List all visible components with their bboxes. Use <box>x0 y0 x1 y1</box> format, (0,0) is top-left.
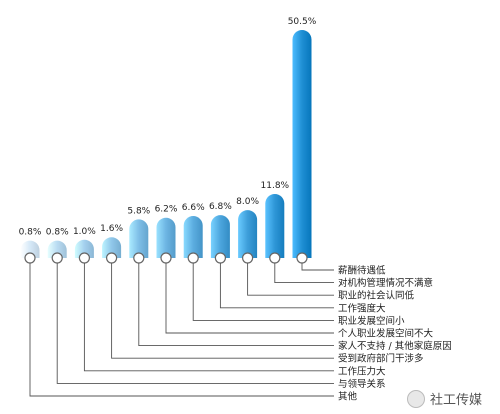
bar-group: 8.0% 职业的社会认同低 <box>236 197 414 302</box>
connector-line <box>247 263 334 296</box>
bar <box>183 216 203 258</box>
bar-end-marker <box>51 252 63 264</box>
bar <box>156 217 176 258</box>
connector-line <box>192 263 334 321</box>
bar-end-marker <box>133 252 145 264</box>
bar <box>102 237 122 258</box>
bar-group: 0.8% 与领导关系 <box>46 228 386 390</box>
bar <box>20 240 40 258</box>
value-label: 5.8% <box>127 206 150 216</box>
bar-group: 6.8% 工作强度大 <box>209 202 386 314</box>
category-label: 职业的社会认同低 <box>338 290 415 302</box>
bar-end-marker <box>187 252 199 264</box>
category-label: 个人职业发展空间不大 <box>338 328 434 340</box>
bar-end-marker <box>296 252 308 264</box>
connector-line <box>29 263 334 397</box>
connector-line <box>165 263 334 334</box>
category-label: 工作压力大 <box>338 365 386 377</box>
bar <box>47 240 67 258</box>
value-label: 0.8% <box>19 228 42 238</box>
category-label: 受到政府部门干涉多 <box>338 353 424 365</box>
bar-end-marker <box>160 252 172 264</box>
bar-group: 5.8% 家人不支持 / 其他家庭原因 <box>127 206 451 352</box>
connector-line <box>111 263 334 359</box>
bar-group: 11.8% 对机构管理情况不满意 <box>261 181 434 289</box>
connector-line <box>138 263 334 347</box>
bar-end-marker <box>269 252 281 264</box>
bar-group: 1.0% 工作压力大 <box>73 227 386 378</box>
bar <box>129 219 149 258</box>
watermark-text: 社工传媒 <box>429 393 482 408</box>
watermark: 社工传媒 <box>406 389 482 408</box>
connector-line <box>83 263 334 372</box>
value-label: 0.8% <box>46 228 69 238</box>
bar-end-marker <box>24 252 36 264</box>
value-label: 6.8% <box>209 202 232 212</box>
category-label: 职业发展空间小 <box>338 315 405 327</box>
connector-line <box>301 263 334 271</box>
bar-group: 1.6% 受到政府部门干涉多 <box>100 224 423 364</box>
bar <box>265 193 285 258</box>
bar-group: 6.2% 个人职业发展空间不大 <box>155 205 434 340</box>
category-label: 其他 <box>338 391 358 403</box>
value-label: 50.5% <box>288 17 317 27</box>
bar <box>238 210 258 258</box>
wechat-icon <box>406 389 425 408</box>
bar <box>210 215 230 258</box>
bar-group: 0.8% 其他 <box>19 228 358 403</box>
bar-end-marker <box>214 252 226 264</box>
category-label: 家人不支持 / 其他家庭原因 <box>338 340 452 352</box>
value-label: 8.0% <box>236 197 259 207</box>
connector-line <box>56 263 334 384</box>
bar-end-marker <box>78 252 91 264</box>
bar-end-marker <box>242 252 254 264</box>
bar-group: 6.6% 职业发展空间小 <box>182 203 405 327</box>
bar <box>292 29 312 258</box>
value-label: 11.8% <box>261 181 290 191</box>
value-label: 6.2% <box>155 205 178 215</box>
category-label: 对机构管理情况不满意 <box>338 277 433 289</box>
value-label: 1.6% <box>100 224 123 234</box>
bar-end-marker <box>105 252 118 264</box>
connector-line <box>274 263 334 284</box>
value-label: 6.6% <box>182 203 205 213</box>
bar-group: 50.5% 薪酬待遇低 <box>288 17 386 277</box>
bar <box>74 239 94 258</box>
connector-line <box>219 263 334 309</box>
category-label: 薪酬待遇低 <box>338 265 386 277</box>
category-label: 工作强度大 <box>338 302 386 314</box>
category-label: 与领导关系 <box>338 378 386 390</box>
value-label: 1.0% <box>73 227 96 237</box>
